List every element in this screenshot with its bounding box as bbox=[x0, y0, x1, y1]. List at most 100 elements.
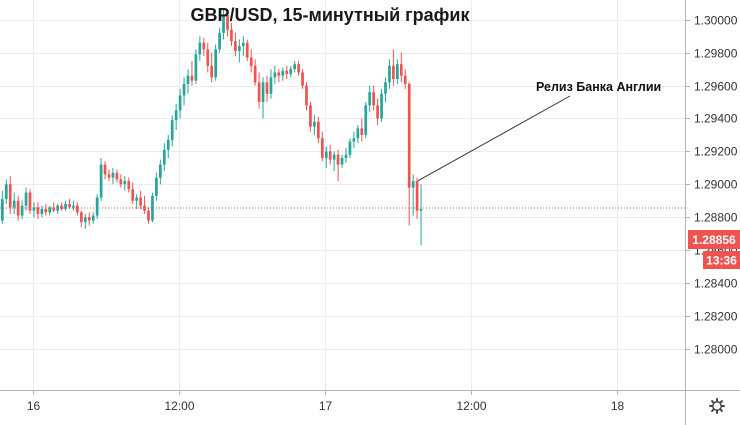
candle-body bbox=[143, 205, 146, 211]
candle bbox=[56, 204, 59, 214]
candle-body bbox=[186, 75, 190, 84]
candle bbox=[44, 204, 48, 216]
candle-body bbox=[162, 149, 166, 165]
gear-tooth bbox=[719, 408, 723, 412]
gear-icon[interactable] bbox=[709, 398, 725, 414]
candle bbox=[376, 98, 379, 126]
candle-body bbox=[230, 29, 233, 42]
candle bbox=[52, 202, 56, 213]
candle bbox=[147, 207, 150, 224]
candle-body bbox=[285, 70, 289, 75]
candle-body bbox=[324, 151, 328, 158]
candle bbox=[40, 205, 44, 218]
candle bbox=[80, 210, 83, 228]
candle bbox=[269, 69, 273, 99]
time-tag: 13:36 bbox=[703, 251, 740, 269]
candle-body bbox=[289, 69, 293, 75]
candle bbox=[241, 36, 245, 56]
candle-body bbox=[245, 42, 249, 58]
candle-body bbox=[87, 217, 91, 221]
candle bbox=[273, 65, 277, 84]
candle bbox=[324, 146, 328, 168]
candle bbox=[317, 116, 320, 144]
candle-body bbox=[356, 128, 360, 139]
candle-body bbox=[403, 75, 407, 84]
candle bbox=[182, 77, 186, 106]
annotation: Релиз Банка Англии bbox=[417, 80, 661, 182]
candle-body bbox=[257, 82, 261, 103]
candle bbox=[24, 187, 28, 211]
candle-body bbox=[4, 184, 8, 200]
candle bbox=[103, 161, 107, 180]
candle bbox=[174, 103, 178, 130]
candle-body bbox=[332, 154, 336, 160]
candle-body bbox=[360, 128, 364, 135]
candle bbox=[20, 200, 24, 219]
gear-tooth bbox=[719, 400, 723, 404]
candle-body bbox=[56, 205, 59, 211]
candle-body bbox=[348, 141, 352, 155]
candle bbox=[16, 195, 20, 221]
candle bbox=[407, 82, 411, 226]
candle-body bbox=[111, 172, 115, 178]
candle bbox=[415, 177, 419, 219]
candle bbox=[384, 77, 387, 103]
candle-body bbox=[214, 49, 217, 78]
candle bbox=[226, 9, 229, 37]
candle-body bbox=[190, 75, 194, 81]
candle-body bbox=[297, 64, 300, 73]
candle bbox=[261, 77, 265, 119]
candle bbox=[218, 27, 221, 53]
candle-body bbox=[99, 164, 103, 198]
candle-body bbox=[372, 92, 375, 106]
candle-body bbox=[68, 204, 71, 208]
candle bbox=[60, 202, 63, 211]
candle-body bbox=[95, 197, 99, 216]
candle-body bbox=[1, 199, 4, 221]
candle-body bbox=[8, 184, 12, 208]
y-tick-label: 1.29000 bbox=[694, 178, 738, 192]
candle-body bbox=[265, 82, 269, 94]
candle bbox=[95, 194, 99, 219]
time-tag-label: 13:36 bbox=[706, 254, 737, 268]
candle-body bbox=[384, 82, 387, 94]
candle-body bbox=[364, 105, 368, 135]
last-price-tag: 1.28856 bbox=[688, 230, 740, 249]
candle-body bbox=[127, 181, 131, 190]
candle-body bbox=[396, 64, 399, 79]
x-axis[interactable]: 16 12:00 17 12:00 18 bbox=[27, 390, 625, 413]
y-axis: 1.30000 1.29800 1.29600 1.29400 1.29200 1.290… bbox=[685, 14, 738, 357]
candle bbox=[111, 167, 115, 185]
candle-body bbox=[194, 54, 198, 81]
candle bbox=[328, 144, 332, 165]
candle bbox=[289, 65, 293, 78]
candle bbox=[206, 42, 210, 73]
candle-body bbox=[40, 208, 44, 214]
candle-body bbox=[344, 154, 348, 158]
candle bbox=[368, 85, 372, 112]
candle-body bbox=[32, 207, 36, 211]
candle-body bbox=[147, 210, 150, 221]
candle bbox=[76, 202, 79, 216]
y-tick-label: 1.29800 bbox=[694, 47, 738, 61]
candle bbox=[364, 102, 368, 139]
candle-body bbox=[135, 197, 138, 201]
candles bbox=[1, 8, 423, 246]
candle-body bbox=[12, 200, 16, 208]
candle bbox=[198, 36, 202, 61]
candle bbox=[313, 115, 316, 135]
candle-body bbox=[131, 189, 135, 201]
candle-body bbox=[301, 72, 304, 86]
annotation-pointer bbox=[417, 95, 571, 182]
candle bbox=[83, 213, 87, 229]
candle-body bbox=[281, 70, 285, 76]
candle bbox=[159, 159, 162, 185]
gear-icon-teeth bbox=[709, 398, 725, 414]
candle bbox=[131, 182, 135, 205]
candle-body bbox=[399, 64, 403, 76]
candle-body bbox=[103, 164, 107, 175]
candle-body bbox=[139, 197, 142, 206]
x-tick-label: 18 bbox=[611, 399, 625, 413]
x-tick-label: 16 bbox=[27, 399, 41, 413]
